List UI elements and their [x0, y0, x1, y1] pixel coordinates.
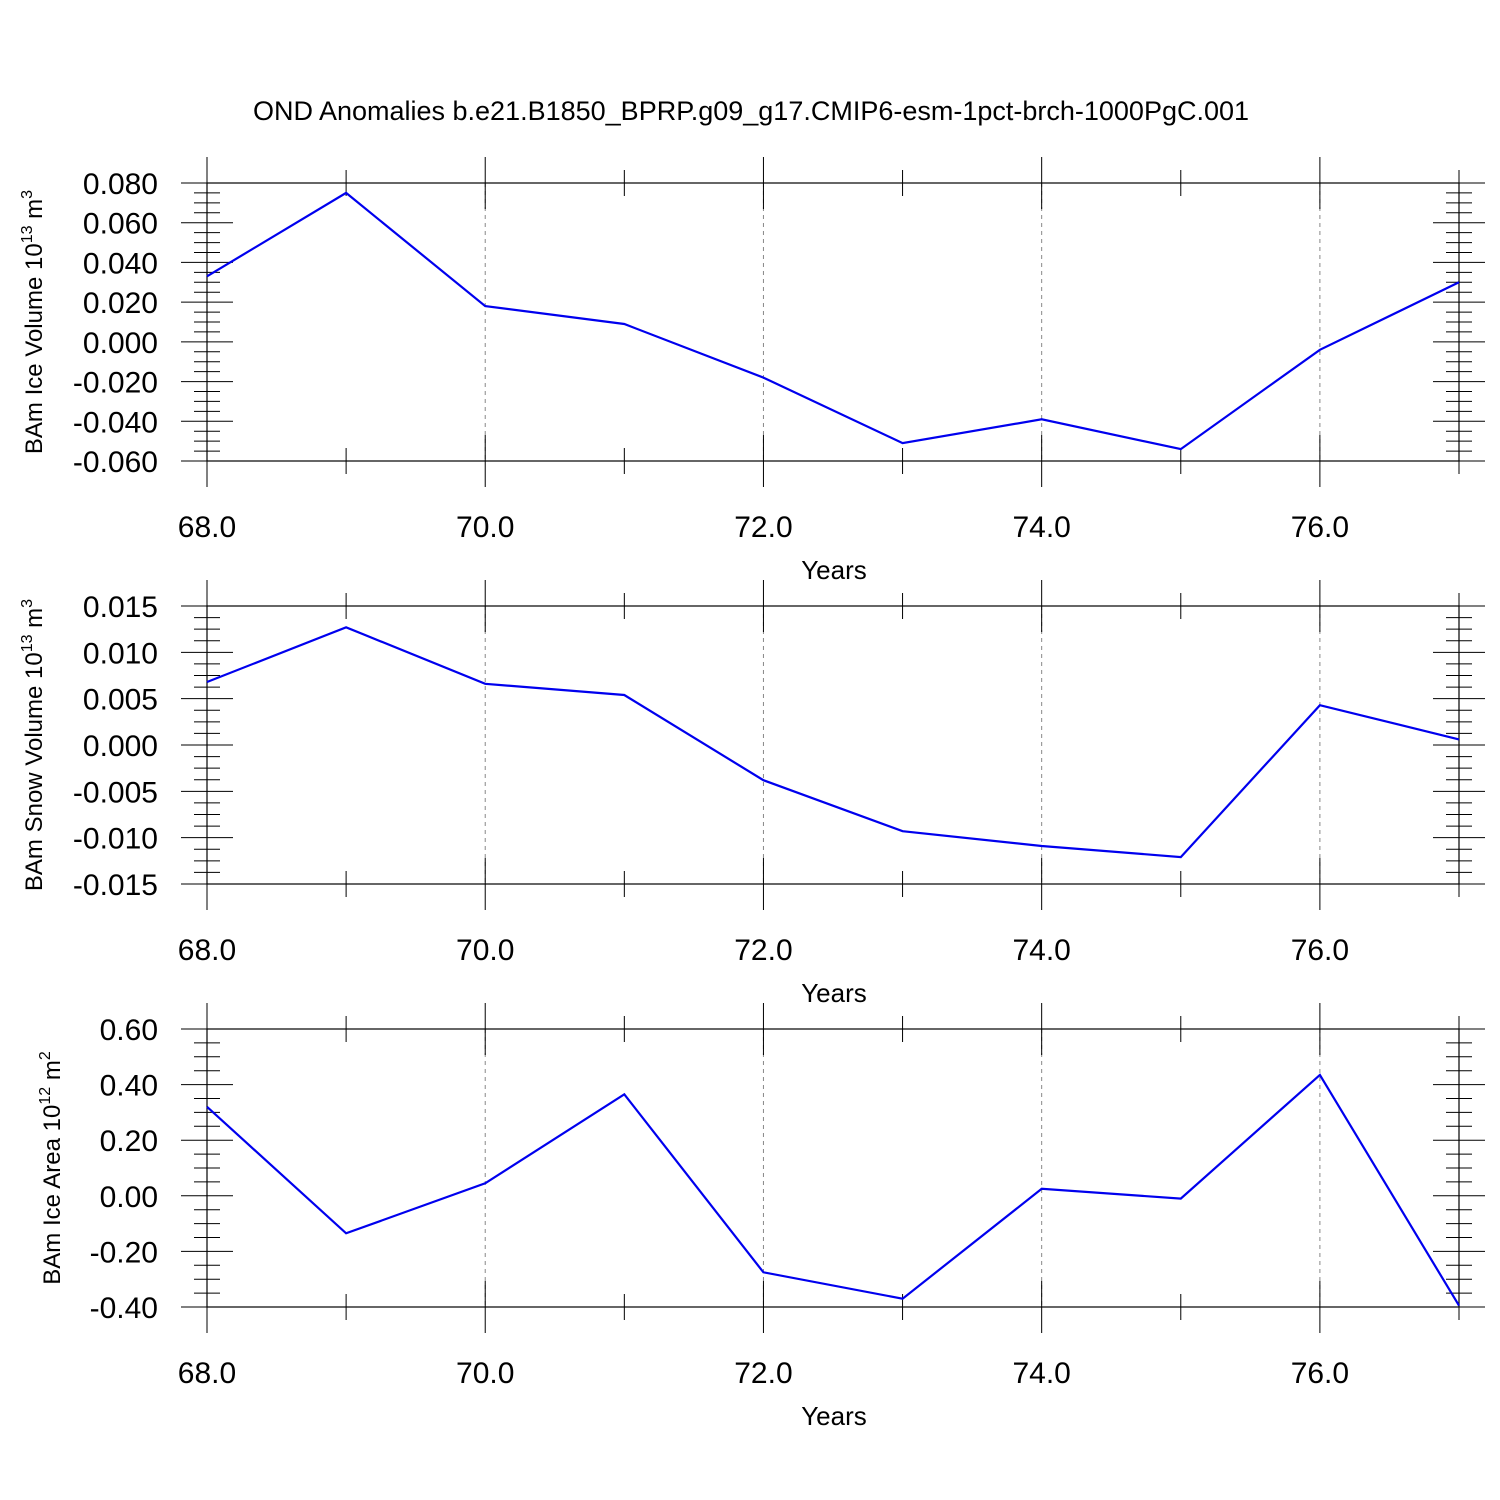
x-tick-label: 76.0	[1291, 934, 1349, 967]
y-axis-label: BAm Ice Volume 1013 m3	[19, 190, 48, 454]
series-line	[206, 191, 1460, 451]
y-axis-label-unit: m	[39, 1060, 66, 1087]
x-tick-label: 74.0	[1012, 934, 1070, 967]
y-tick-label: -0.040	[73, 406, 158, 439]
x-tick-label: 72.0	[734, 1357, 792, 1390]
y-tick-label: -0.060	[73, 446, 158, 479]
x-tick-label: 68.0	[178, 1357, 236, 1390]
x-axis-label: Years	[801, 1401, 867, 1431]
panels-group: 0.080 0.060 0.040 0.020 0.000 -0.020 -0.040 -0.…	[19, 157, 1485, 1431]
y-tick-label: 0.000	[83, 327, 158, 360]
chart-title: OND Anomalies b.e21.B1850_BPRP.g09_g17.C…	[253, 96, 1249, 126]
y-axis-label-unit: m	[21, 199, 48, 226]
x-tick-label: 72.0	[734, 934, 792, 967]
y-tick-label: 0.015	[83, 591, 158, 624]
y-axis-label-text: BAm Ice Volume 10	[21, 243, 48, 454]
y-tick-label: -0.005	[73, 776, 158, 809]
x-tick-label: 74.0	[1012, 511, 1070, 544]
x-tick-label: 72.0	[734, 511, 792, 544]
y-tick-label: 0.40	[100, 1070, 158, 1103]
y-tick-label: 0.020	[83, 287, 158, 320]
y-tick-label: -0.010	[73, 823, 158, 856]
y-tick-label: -0.020	[73, 367, 158, 400]
y-tick-label: -0.20	[90, 1236, 158, 1269]
y-tick-label: 0.060	[83, 208, 158, 241]
x-tick-label: 74.0	[1012, 1357, 1070, 1390]
y-tick-label: 0.010	[83, 637, 158, 670]
y-axis-label-exponent: 13	[19, 634, 36, 652]
y-tick-label: 0.040	[83, 247, 158, 280]
y-tick-label: 0.60	[100, 1014, 158, 1047]
y-axis-label-exponent: 13	[19, 225, 36, 243]
x-tick-label: 70.0	[456, 934, 514, 967]
panel-1: 0.080 0.060 0.040 0.020 0.000 -0.020 -0.040 -0.…	[19, 157, 1485, 585]
x-tick-label: 70.0	[456, 511, 514, 544]
y-axis-label-unit-exponent: 3	[19, 599, 36, 608]
panel-3: 0.60 0.40 0.20 0.00 -0.20 -0.40 68.0 70.0 72.0 74…	[37, 1003, 1485, 1431]
y-axis-label-text: BAm Ice Area 10	[39, 1105, 66, 1285]
x-tick-label: 70.0	[456, 1357, 514, 1390]
y-axis-label: BAm Snow Volume 1013 m3	[19, 599, 48, 891]
x-tick-label: 68.0	[178, 934, 236, 967]
y-tick-label: 0.20	[100, 1125, 158, 1158]
y-axis-label-unit-exponent: 3	[19, 190, 36, 199]
panel-2: 0.015 0.010 0.005 0.000 -0.005 -0.010 -0.015 68…	[19, 580, 1485, 1008]
y-axis-label: BAm Ice Area 1012 m2	[37, 1051, 66, 1285]
y-tick-label: -0.40	[90, 1292, 158, 1325]
y-tick-label: 0.080	[83, 168, 158, 201]
x-tick-label: 76.0	[1291, 1357, 1349, 1390]
x-tick-label: 76.0	[1291, 511, 1349, 544]
x-axis-label: Years	[801, 555, 867, 585]
y-tick-label: 0.005	[83, 684, 158, 717]
x-tick-label: 68.0	[178, 511, 236, 544]
y-tick-label: 0.000	[83, 730, 158, 763]
y-axis-label-exponent: 12	[37, 1087, 54, 1105]
y-axis-label-unit-exponent: 2	[37, 1051, 54, 1060]
x-axis-label: Years	[801, 978, 867, 1008]
y-axis-label-text: BAm Snow Volume 10	[21, 652, 48, 891]
series-line	[206, 1073, 1460, 1307]
y-tick-label: 0.00	[100, 1181, 158, 1214]
y-axis-label-unit: m	[21, 608, 48, 635]
series-line	[206, 626, 1460, 859]
y-tick-label: -0.015	[73, 869, 158, 902]
